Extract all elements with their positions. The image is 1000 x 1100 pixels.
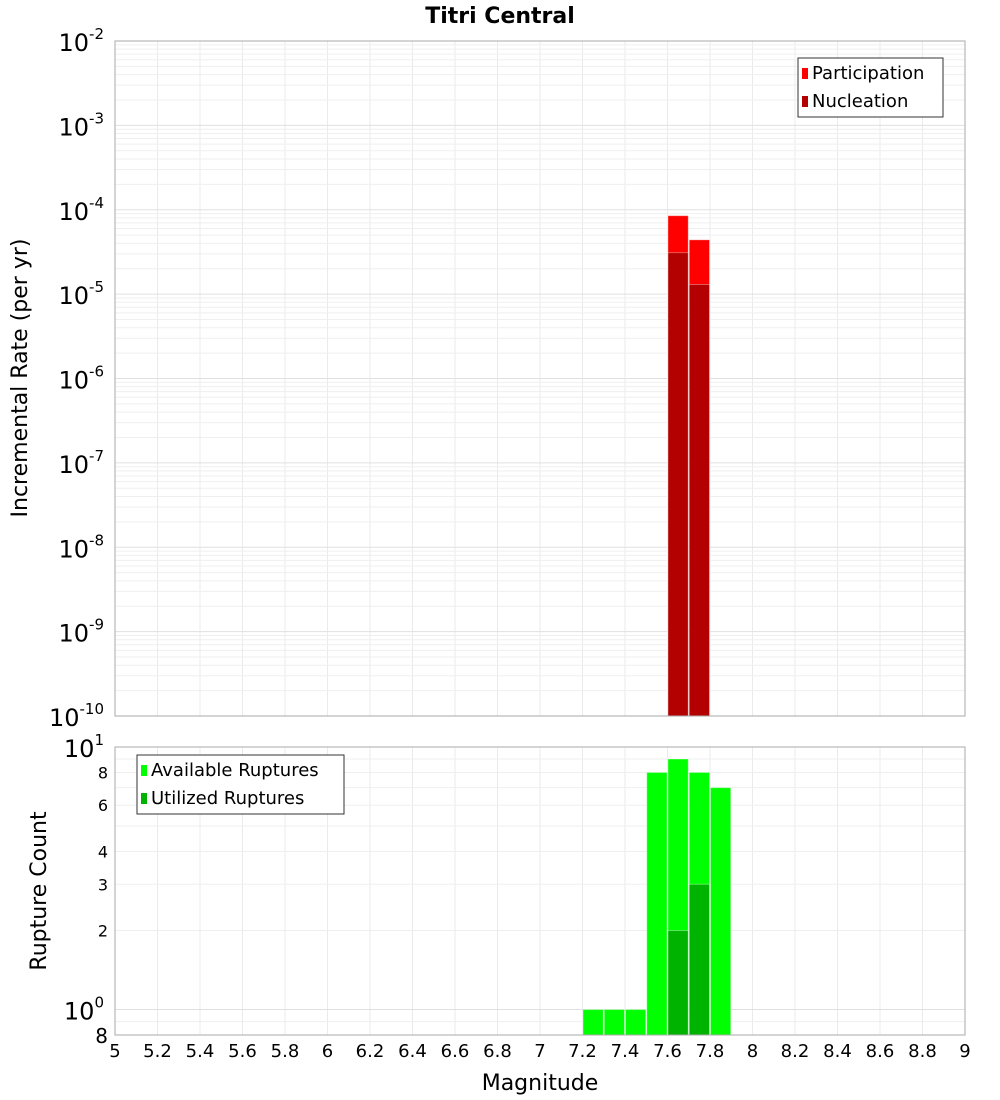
bar-available-ruptures (646, 771, 668, 1036)
bar-available-ruptures (603, 1009, 625, 1036)
bar-nucleation (688, 284, 710, 717)
x-tick-label: 6 (322, 1041, 333, 1062)
y-tick-label: 8 (95, 1024, 108, 1048)
x-tick-label: 8.6 (866, 1041, 895, 1062)
y-tick-label: 100 (64, 994, 104, 1026)
legend (797, 57, 944, 118)
bar-available-ruptures (582, 1009, 604, 1036)
y-tick-label: 10-5 (58, 278, 104, 310)
bar-utilized-ruptures (688, 883, 710, 1036)
x-tick-label: 8.8 (908, 1041, 937, 1062)
x-tick-label: 5.4 (186, 1041, 215, 1062)
y-tick-label: 10-2 (58, 25, 104, 57)
legend-label: Utilized Ruptures (151, 788, 304, 809)
bar-available-ruptures (625, 1009, 647, 1036)
plot-border (114, 40, 966, 717)
x-tick-label: 6.6 (441, 1041, 470, 1062)
bottom-y-axis-label: Rupture Count (27, 811, 52, 971)
y-tick-label: 10-6 (58, 363, 104, 395)
legend (136, 754, 345, 815)
x-tick-label: 6.4 (398, 1041, 427, 1062)
y-tick-label: 10-10 (49, 700, 104, 732)
x-tick-label: 8 (747, 1041, 758, 1062)
y-tick-label: 4 (98, 842, 108, 861)
y-tick-label: 2 (98, 922, 108, 941)
legend-swatch (141, 765, 147, 776)
x-tick-label: 7.8 (696, 1041, 725, 1062)
x-tick-label: 5 (109, 1041, 120, 1062)
y-tick-label: 8 (98, 763, 108, 782)
plot-border (114, 746, 966, 1036)
x-tick-label: 7.6 (653, 1041, 682, 1062)
y-tick-label: 6 (98, 796, 108, 815)
x-tick-label: 8.4 (823, 1041, 852, 1062)
legend-swatch (802, 96, 808, 107)
bar-utilized-ruptures (667, 930, 689, 1036)
bar-available-ruptures (710, 787, 732, 1036)
x-tick-label: 8.2 (781, 1041, 810, 1062)
y-tick-label: 10-3 (58, 109, 104, 141)
y-tick-label: 101 (64, 731, 104, 763)
x-tick-label: 5.8 (271, 1041, 300, 1062)
y-tick-label: 3 (98, 875, 108, 894)
y-tick-label: 10-4 (58, 194, 104, 226)
y-tick-label: 10-7 (58, 447, 104, 479)
top-y-axis-label: Incremental Rate (per yr) (8, 239, 33, 518)
y-tick-label: 10-8 (58, 531, 104, 563)
legend-label: Available Ruptures (151, 760, 319, 781)
x-tick-label: 9 (959, 1041, 970, 1062)
x-tick-label: 7.2 (568, 1041, 597, 1062)
x-tick-label: 7 (534, 1041, 545, 1062)
x-axis-label: Magnitude (482, 1071, 599, 1096)
x-tick-label: 5.2 (143, 1041, 172, 1062)
x-tick-label: 5.6 (228, 1041, 257, 1062)
legend-swatch (802, 68, 808, 79)
legend-label: Participation (812, 63, 924, 84)
bar-nucleation (667, 252, 689, 717)
chart-title: Titri Central (425, 4, 575, 29)
legend-label: Nucleation (812, 91, 908, 112)
x-tick-label: 6.2 (356, 1041, 385, 1062)
x-tick-label: 7.4 (611, 1041, 640, 1062)
legend-swatch (141, 793, 147, 804)
y-tick-label: 10-9 (58, 616, 104, 648)
x-tick-label: 6.8 (483, 1041, 512, 1062)
